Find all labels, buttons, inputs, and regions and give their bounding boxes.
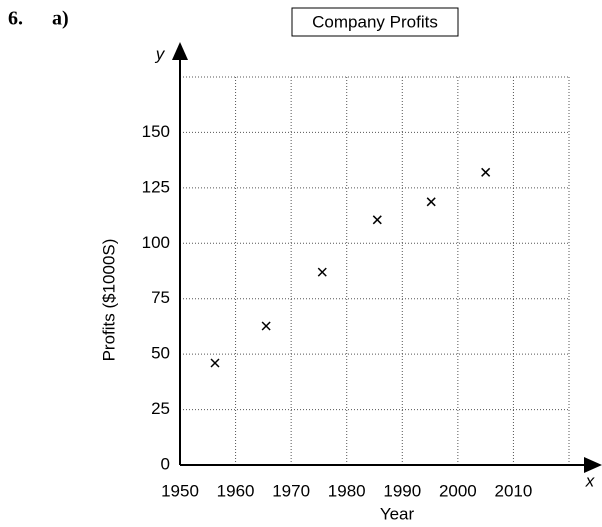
x-tick-label: 2000	[439, 481, 477, 500]
data-point	[210, 358, 220, 368]
x-tick-label: 1960	[217, 481, 255, 500]
y-axis-symbol: y	[155, 44, 166, 63]
data-point	[372, 215, 382, 225]
y-axis-label: Profits ($1000S)	[99, 239, 118, 362]
y-tick-label: 25	[151, 399, 170, 418]
question-number: 6.	[8, 8, 23, 30]
data-point	[426, 197, 436, 207]
marker-stroke	[426, 197, 436, 207]
title-box	[291, 7, 459, 37]
y-tick-label: 50	[151, 344, 170, 363]
y-tick-label: 0	[161, 454, 170, 473]
marker-stroke	[481, 167, 491, 177]
data-point	[261, 321, 271, 331]
x-tick-label: 1950	[161, 481, 199, 500]
y-tick-label: 125	[142, 177, 170, 196]
marker-stroke	[210, 358, 220, 368]
x-tick-label: 1970	[272, 481, 310, 500]
y-tick-label: 75	[151, 288, 170, 307]
x-axis-arrow	[584, 457, 602, 473]
data-point	[317, 267, 327, 277]
x-tick-label: 2010	[495, 481, 533, 500]
x-tick-label: 1980	[328, 481, 366, 500]
marker-stroke	[317, 267, 327, 277]
x-axis-label: Year	[380, 504, 415, 523]
question-part: a)	[52, 8, 69, 30]
y-axis-arrow	[172, 42, 188, 60]
chart-title: Company Profits	[312, 12, 438, 31]
marker-stroke	[372, 215, 382, 225]
marker-stroke	[261, 321, 271, 331]
y-tick-label: 150	[142, 122, 170, 141]
x-tick-label: 1990	[383, 481, 421, 500]
y-tick-label: 100	[142, 233, 170, 252]
x-axis-symbol: x	[585, 471, 595, 490]
data-point	[481, 167, 491, 177]
